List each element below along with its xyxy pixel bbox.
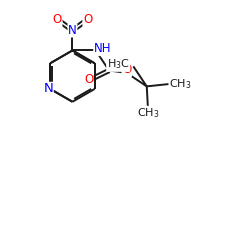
Text: CH$_3$: CH$_3$ (169, 77, 192, 91)
Text: O: O (83, 13, 92, 26)
Text: N: N (44, 82, 53, 96)
Text: O: O (53, 13, 62, 26)
Text: CH$_3$: CH$_3$ (137, 106, 159, 120)
Text: O: O (84, 72, 93, 86)
Text: O: O (122, 64, 131, 76)
Text: N: N (68, 24, 77, 37)
Text: H$_3$C: H$_3$C (107, 58, 130, 71)
Text: NH: NH (94, 42, 111, 56)
